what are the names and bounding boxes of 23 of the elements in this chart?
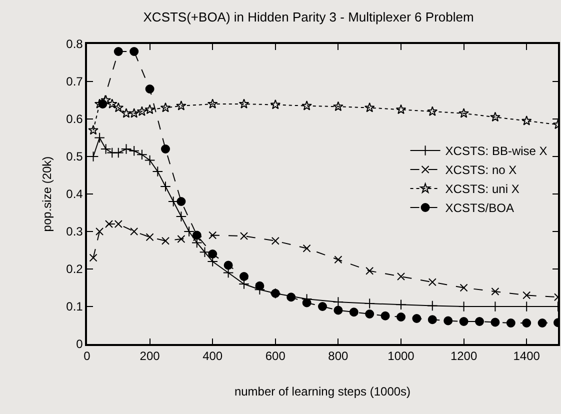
y-tick-label: 0 <box>76 337 84 352</box>
y-tick-label: 0.5 <box>66 150 84 164</box>
y-axis-title: pop.size (20k) <box>40 156 54 232</box>
legend-label: XCSTS/BOA <box>445 201 514 216</box>
y-tick-label: 0.2 <box>66 262 84 276</box>
x-tick-label: 400 <box>202 349 223 364</box>
legend-label: XCSTS: no X <box>445 163 517 178</box>
x-tick-label: 1000 <box>388 349 415 364</box>
y-tick-label: 0.6 <box>66 112 84 126</box>
legend-label: XCSTS: uni X <box>445 182 520 196</box>
y-tick-label: 0.4 <box>66 187 84 202</box>
y-tick-label: 0.1 <box>66 300 84 314</box>
chart-title: XCSTS(+BOA) in Hidden Parity 3 - Multiplexer 6 Problem <box>143 10 474 25</box>
x-axis-title: number of learning steps (1000s) <box>234 384 411 399</box>
y-tick-label: 0.8 <box>66 37 84 52</box>
x-tick-label: 200 <box>140 349 160 364</box>
legend-label: XCSTS: BB-wise X <box>445 144 548 158</box>
x-tick-label: 600 <box>265 349 286 364</box>
y-tick-label: 0.7 <box>66 74 84 89</box>
y-tick-label: 0.3 <box>66 224 84 239</box>
x-tick-label: 1400 <box>513 349 540 364</box>
x-tick-label: 800 <box>328 349 349 364</box>
x-tick-label: 1200 <box>450 349 478 364</box>
